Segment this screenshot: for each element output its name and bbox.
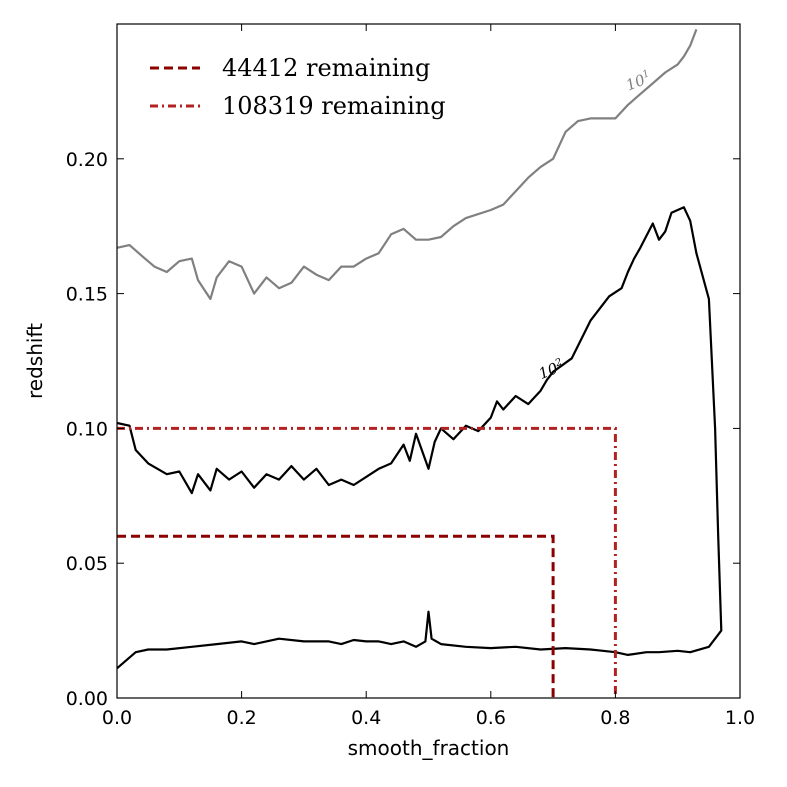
x-tick-label: 1.0 [725,707,755,729]
legend-label: 44412 remaining [222,54,430,82]
plot-area: 101 102 [116,29,723,698]
contour-line [116,29,698,301]
x-tick-label: 0.8 [600,707,630,729]
series-line [117,534,555,698]
contour-label: 102 [536,357,566,383]
y-tick-label: 0.00 [66,688,108,710]
contour-line [116,206,723,670]
x-tick-label: 0.2 [226,707,256,729]
y-tick-label: 0.20 [66,149,108,171]
legend-label: 108319 remaining [222,92,446,120]
y-tick-label: 0.15 [66,284,108,306]
x-axis-label: smooth_fraction [348,736,510,760]
y-tick-label: 0.10 [66,418,108,440]
x-tick-label: 0.0 [102,707,132,729]
legend: 44412 remaining 108319 remaining [150,54,446,120]
x-tick-label: 0.4 [351,707,381,729]
series-line [117,426,617,698]
y-tick-label: 0.05 [66,553,108,575]
axis-ticks: 0.0 0.2 0.4 0.6 0.8 1.0 0.00 0.05 0.10 0.15 0.20 [66,24,755,729]
x-tick-label: 0.6 [476,707,506,729]
contour-label: 101 [623,68,653,94]
plot-frame [116,23,741,699]
y-axis-label: redshift [23,323,47,399]
